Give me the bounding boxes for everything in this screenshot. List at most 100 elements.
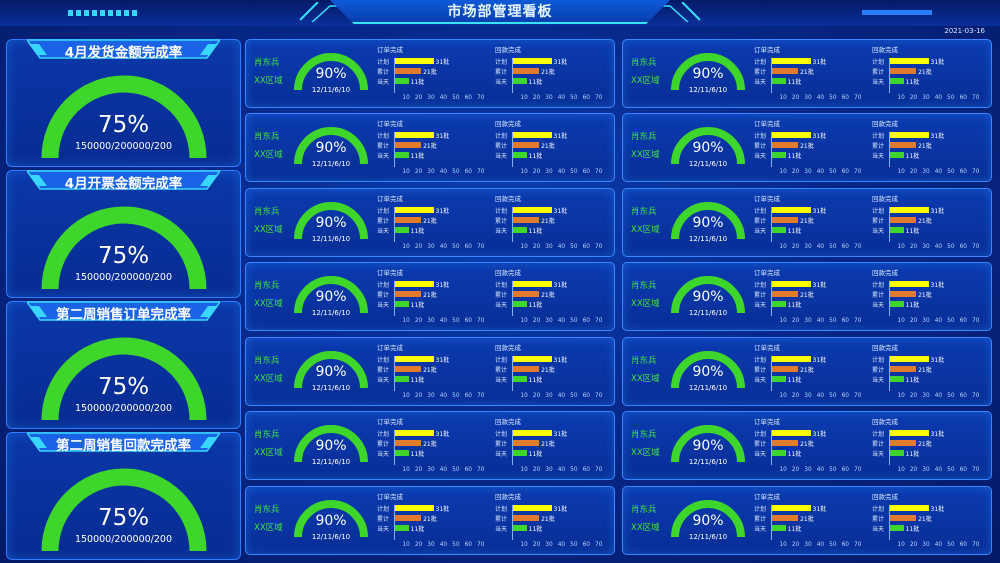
bar-today [890,78,904,84]
summary-detail: 150000/200000/200 [74,272,173,283]
summary-gauge [41,337,207,420]
person-name: 肖东兵 [254,207,280,217]
axis-tick-label: 30 [922,169,930,175]
summary-card-title: 第二周销售回款完成率 [56,438,191,454]
bar-value: 31批 [553,506,568,513]
panel-gauge [294,53,368,90]
header-ribbon [27,432,220,452]
bar-plan [513,132,552,138]
axis-tick-label: 30 [427,95,435,101]
axis-tick-label: 70 [854,542,862,548]
person-name: 肖东兵 [254,132,280,142]
bar-label: 计划 [377,282,390,289]
axis-tick-label: 30 [545,95,553,101]
summary-gauge [41,206,207,289]
bar-today [395,227,409,233]
axis-tick-label: 60 [959,467,967,473]
axis-tick-label: 10 [520,393,528,399]
bar-today [890,152,904,158]
bar-cumulative [890,440,917,446]
axis-tick-label: 30 [427,169,435,175]
bar-value: 31批 [553,208,568,215]
axis-tick-label: 30 [804,318,812,324]
bar-label: 当天 [495,302,508,309]
bar-label: 计划 [754,208,767,215]
bar-label: 计划 [495,282,508,289]
axis-tick-label: 70 [854,95,862,101]
axis-tick-label: 70 [595,244,603,250]
region-label: XX区域 [631,523,660,533]
axis-tick-label: 10 [520,318,528,324]
axis-tick-label: 50 [829,393,837,399]
axis-tick-label: 60 [582,318,590,324]
axis-tick-label: 20 [414,169,423,175]
axis-tick-label: 20 [532,467,541,473]
summary-card-header: 第二周销售订单完成率 [27,300,220,326]
axis-tick-label: 20 [414,542,423,548]
chart-title: 回款完成 [495,195,521,203]
bar-value: 21批 [918,143,932,150]
bar-value: 31批 [930,506,945,513]
axis-tick-label: 50 [570,244,578,250]
chart-title: 订单完成 [754,46,780,54]
payment-completion-chart: 回款完成 计划 31批 累计 21批 当天 11批 10 20 30 40 50 60 70 [495,193,607,253]
panel-gauge [671,127,745,164]
bar-label: 当天 [495,526,508,533]
person-panel: 肖东兵 XX区域 90% 12/11/6/10 订单完成 计划 31批 累计 21批 当天 11批 1… [622,486,992,555]
bar-label: 当天 [872,153,885,160]
panel-detail: 12/11/6/10 [688,86,728,94]
axis-tick-label: 20 [791,95,800,101]
bar-today [395,376,409,382]
bar-value: 11批 [528,302,543,309]
bar-label: 计划 [754,133,767,140]
summary-card: 第二周销售订单完成率 75% 150000/200000/200 [6,301,241,429]
axis-tick-label: 70 [854,393,862,399]
bar-value: 11批 [787,526,802,533]
summary-card-header: 4月发货金额完成率 [27,38,220,64]
axis-tick-label: 10 [402,542,410,548]
bar-cumulative [772,515,799,521]
bar-value: 31批 [812,431,827,438]
bar-label: 计划 [872,59,885,66]
payment-completion-chart: 回款完成 计划 31批 累计 21批 当天 11批 10 20 30 40 50 60 70 [495,342,607,402]
bar-value: 11批 [905,228,920,235]
axis-tick-label: 20 [791,467,800,473]
axis-tick-label: 10 [897,542,905,548]
chart-axis-line [512,281,513,316]
bar-value: 21批 [800,69,814,76]
bar-plan [890,132,929,138]
chart-axis-line [889,132,890,167]
axis-tick-label: 40 [557,393,566,399]
bar-today [772,301,786,307]
order-completion-chart: 订单完成 计划 31批 累计 21批 当天 11批 10 20 30 40 50 60 70 [754,44,866,104]
axis-tick-label: 30 [545,467,553,473]
bar-value: 11批 [410,228,425,235]
axis-tick-label: 70 [477,244,485,250]
bar-today [772,450,786,456]
panel-gauge [294,500,368,537]
summary-card-header: 第二周销售回款完成率 [27,431,220,457]
bar-cumulative [513,515,540,521]
bar-label: 当天 [377,377,390,384]
bar-label: 累计 [872,367,885,374]
bar-plan [395,356,434,362]
bar-label: 当天 [754,79,767,86]
bar-label: 计划 [377,133,390,140]
gauge-arc [294,276,368,313]
bar-today [395,450,409,456]
bar-plan [395,430,434,436]
bar-plan [513,58,552,64]
person-name: 肖东兵 [631,132,657,142]
header-decoration-right [862,10,932,15]
bar-today [772,525,786,531]
panel-percent: 90% [692,215,724,231]
axis-tick-label: 60 [464,318,472,324]
bar-label: 计划 [872,431,885,438]
bar-cumulative [772,142,799,148]
bar-plan [890,356,929,362]
bar-plan [890,58,929,64]
bar-today [890,301,904,307]
chart-axis-line [889,430,890,465]
order-completion-chart: 订单完成 计划 31批 累计 21批 当天 11批 10 20 30 40 50 60 70 [754,342,866,402]
bar-label: 累计 [754,367,767,374]
